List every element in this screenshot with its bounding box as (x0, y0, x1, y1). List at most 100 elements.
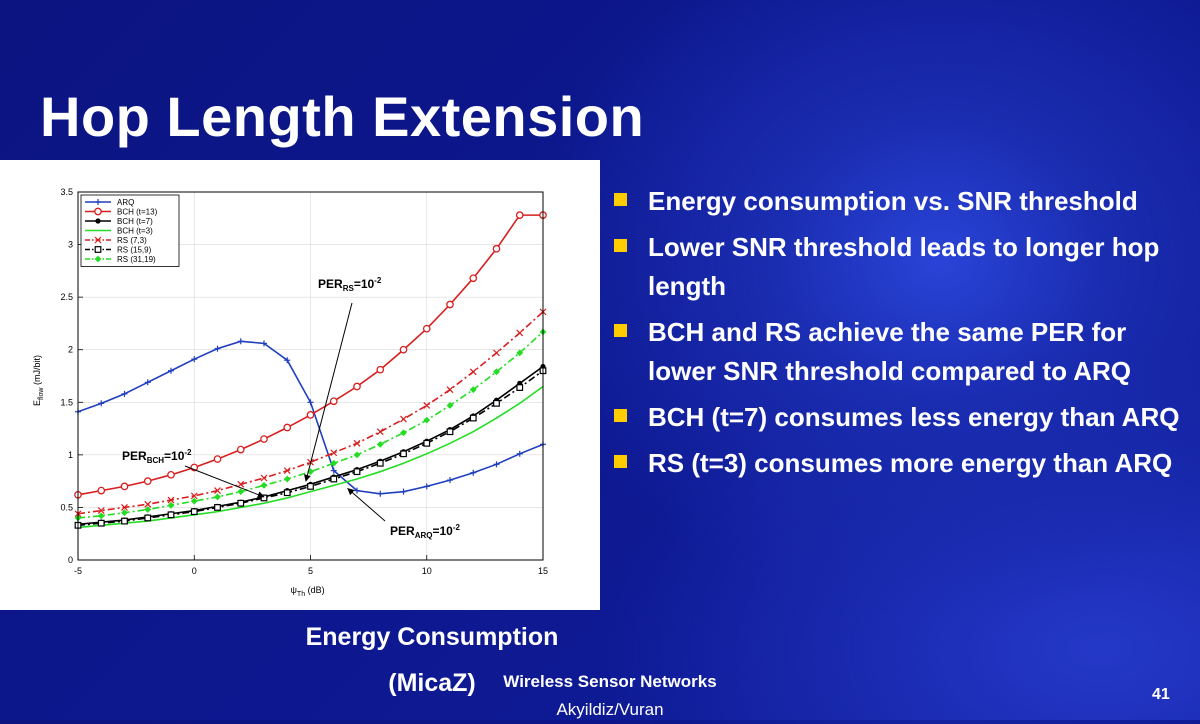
legend-entry: RS (15,9) (85, 246, 152, 255)
annotation-subscript: BCH (147, 456, 165, 465)
legend-label: RS (7,3) (117, 236, 147, 245)
circle-marker (236, 445, 245, 454)
y-tick-label: 2 (68, 345, 73, 355)
x-marker (469, 368, 477, 376)
annotation-base: PER (122, 449, 147, 463)
legend-label: ARQ (117, 198, 134, 207)
circle-marker (329, 397, 338, 406)
diamond-marker (423, 416, 431, 424)
x-tick-label: 0 (192, 566, 197, 576)
footer: Wireless Sensor Networks Akyildiz/Vuran (470, 668, 750, 724)
diamond-marker (214, 493, 221, 501)
y-tick-label: 3.5 (60, 187, 73, 197)
diamond-marker (237, 488, 245, 496)
legend-label: BCH (t=13) (117, 208, 158, 217)
plus-marker (95, 199, 101, 205)
circle-marker (260, 435, 268, 443)
series-line (77, 385, 544, 529)
x-tick-label: 10 (422, 566, 432, 576)
plus-marker (516, 450, 523, 457)
diamond-marker (121, 509, 128, 517)
plus-marker (400, 488, 407, 495)
legend-label: RS (15,9) (117, 246, 152, 255)
diamond-marker (144, 506, 152, 513)
annotation-label: PERBCH=10-2 (122, 448, 192, 465)
diamond-marker (283, 475, 291, 483)
y-axis-label: Eflow (mJ/bit) (32, 355, 45, 406)
circle-marker (143, 477, 152, 485)
diamond-marker (446, 402, 454, 409)
square-marker (283, 489, 291, 497)
bullet-list: Energy consumption vs. SNR threshold Low… (610, 182, 1190, 490)
square-bullet-icon (614, 455, 627, 468)
square-marker (214, 504, 221, 511)
x-marker (283, 467, 291, 475)
bullet-text: Lower SNR threshold leads to longer hop … (648, 232, 1160, 301)
x-marker (144, 500, 152, 508)
series-line (77, 331, 544, 519)
annotation-label: PERARQ=10-2 (390, 523, 460, 540)
x-marker (167, 496, 175, 504)
x-axis-label: ψTh (dB) (291, 585, 325, 598)
plus-marker (377, 490, 384, 497)
diamond-marker (330, 459, 338, 467)
bullet-text: RS (t=3) consumes more energy than ARQ (648, 448, 1173, 478)
circle-marker (97, 486, 106, 495)
square-marker (94, 246, 102, 253)
x-marker (493, 349, 500, 357)
annotation-subscript: ARQ (415, 531, 433, 540)
square-marker (237, 499, 245, 507)
x-marker (423, 402, 431, 409)
diamond-marker (307, 468, 314, 476)
square-marker (330, 475, 338, 483)
per-annotation: PERARQ=10-2 (347, 488, 460, 540)
square-marker (469, 414, 477, 422)
bullet-item: BCH (t=7) consumes less energy than ARQ (610, 398, 1190, 437)
square-marker (144, 514, 152, 522)
circle-marker (469, 274, 478, 283)
diamond-marker (190, 497, 198, 505)
circle-marker (446, 300, 454, 309)
x-axis-label-symbol: ψ (291, 585, 297, 595)
legend-entry: BCH (t=7) (85, 217, 153, 226)
y-tick-label: 0 (68, 555, 73, 565)
annotation-arrow (347, 488, 386, 522)
circle-marker (94, 207, 102, 216)
x-marker (214, 487, 221, 495)
bullet-text: BCH and RS achieve the same PER for lowe… (648, 317, 1131, 386)
circle-marker (422, 324, 431, 333)
x-marker (237, 480, 245, 488)
square-marker (190, 508, 198, 516)
y-axis-label-unit: (mJ/bit) (32, 355, 42, 388)
x-marker (400, 415, 407, 423)
per-annotation: PERRS=10-2 (304, 276, 382, 482)
legend-label: BCH (t=7) (117, 217, 153, 226)
diamond-marker (400, 429, 407, 437)
annotation-base: PER (318, 277, 343, 291)
square-marker (307, 483, 314, 490)
annotation-superscript: -2 (374, 276, 382, 285)
bullet-item: BCH and RS achieve the same PER for lowe… (610, 313, 1190, 391)
bullet-item: RS (t=3) consumes more energy than ARQ (610, 444, 1190, 483)
x-marker (516, 329, 524, 337)
bullet-text: Energy consumption vs. SNR threshold (648, 186, 1138, 216)
page-number: 41 (1152, 686, 1170, 703)
plus-marker (447, 477, 453, 484)
circle-marker (353, 382, 361, 391)
square-marker (493, 399, 500, 407)
caption-line-2: (MicaZ) (388, 669, 476, 697)
annotation-text: =10 (432, 524, 453, 538)
legend-entry: ARQ (85, 198, 134, 207)
chart-caption: Energy Consumption (MicaZ) (252, 614, 612, 706)
diamond-marker (469, 386, 477, 394)
bullet-item: Lower SNR threshold leads to longer hop … (610, 228, 1190, 306)
plus-marker (423, 483, 430, 490)
annotation-text: =10 (164, 449, 185, 463)
legend-label: RS (31,19) (117, 255, 156, 264)
square-bullet-icon (614, 193, 627, 206)
y-tick-label: 2.5 (60, 292, 73, 302)
plus-marker (470, 469, 477, 476)
annotation-base: PER (390, 524, 415, 538)
